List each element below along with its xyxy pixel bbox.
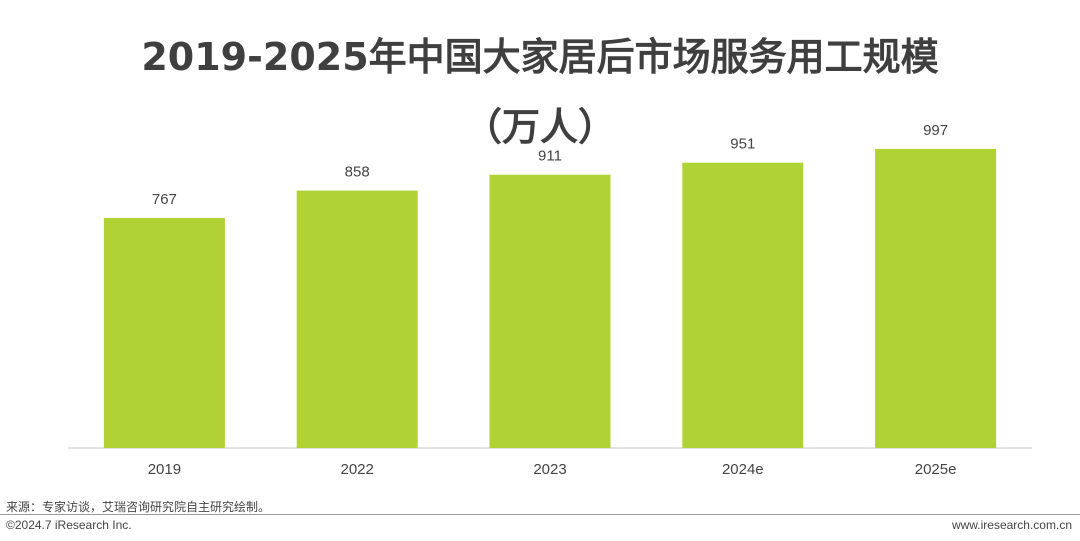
value-labels-group: 767 858 911 951 997 (152, 122, 948, 208)
data-label-2023: 911 (538, 148, 562, 165)
data-label-2024e: 951 (730, 136, 755, 153)
data-label-2019: 767 (152, 191, 177, 208)
data-label-2025e: 997 (923, 122, 948, 139)
bar-2025e (875, 148, 997, 448)
x-tick-label-2025e: 2025e (915, 461, 957, 478)
x-tick-labels-group: 2019 2022 2023 2024e 2025e (148, 461, 957, 478)
data-label-2022: 858 (345, 164, 370, 181)
footer-divider (0, 514, 1080, 515)
bar-2024e (682, 162, 804, 448)
x-tick-label-2019: 2019 (148, 461, 181, 478)
bars-group (103, 148, 997, 448)
chart-title: 2019-2025年中国大家居后市场服务用工规模 (141, 35, 939, 79)
bar-2019 (103, 217, 225, 448)
x-tick-label-2022: 2022 (341, 461, 374, 478)
bar-2022 (296, 190, 418, 448)
x-tick-label-2023: 2023 (533, 461, 566, 478)
footer-website: www.iresearch.com.cn (951, 518, 1072, 532)
footer-copyright: ©2024.7 iResearch Inc. (6, 518, 132, 532)
bar-chart: 767 858 911 951 997 2019 2022 2023 2024e 2025e (68, 122, 1032, 478)
chart-title-unit: （万人） (463, 105, 616, 149)
x-tick-label-2024e: 2024e (722, 461, 764, 478)
bar-2023 (489, 174, 611, 448)
source-note: 来源：专家访谈，艾瑞咨询研究院自主研究绘制。 (6, 500, 271, 514)
